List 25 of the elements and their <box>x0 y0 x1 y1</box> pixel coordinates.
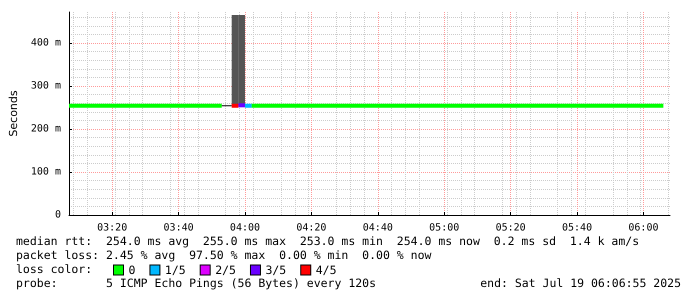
x-tick-label: 05:40 <box>562 222 592 234</box>
y-tick-label: 100 m <box>30 166 61 178</box>
x-tick-label: 03:20 <box>97 222 128 234</box>
x-tick-label: 04:20 <box>296 222 326 234</box>
legend-label: 1/5 <box>164 263 186 277</box>
x-tick-label: 06:00 <box>628 222 658 234</box>
x-tick-label: 03:40 <box>164 222 194 234</box>
x-tick-label: 05:00 <box>429 222 460 234</box>
text: packet loss: 2.45 % avg 97.50 % max 0.00 % min 0.00 % now <box>16 248 432 262</box>
text: probe: 5 ICMP Echo Pings (56 Bytes) every 120s <box>16 276 376 290</box>
text: median rtt: 254.0 ms avg 255.0 ms max 253.0 ms min 254.0 ms now 0.2 ms sd 1.4 k am/s <box>16 234 640 248</box>
y-tick-label: 400 m <box>30 37 61 48</box>
legend-title: loss color: <box>16 262 92 276</box>
x-tick-label: 04:00 <box>230 222 260 234</box>
legend-label: 3/5 <box>265 263 286 277</box>
x-tick-label: 05:20 <box>496 222 526 234</box>
y-tick-label: 200 m <box>30 123 61 134</box>
y-tick-label: 300 m <box>30 80 61 92</box>
text: end: Sat Jul 19 06:06:55 2025 <box>480 276 682 290</box>
legend-label: 2/5 <box>215 263 236 277</box>
y-axis-title: Seconds <box>7 90 20 137</box>
x-tick-label: 04:40 <box>362 222 393 234</box>
y-tick-label: 0 <box>54 210 61 220</box>
legend-label: 0 <box>128 263 136 277</box>
legend-label: 4/5 <box>316 263 337 277</box>
